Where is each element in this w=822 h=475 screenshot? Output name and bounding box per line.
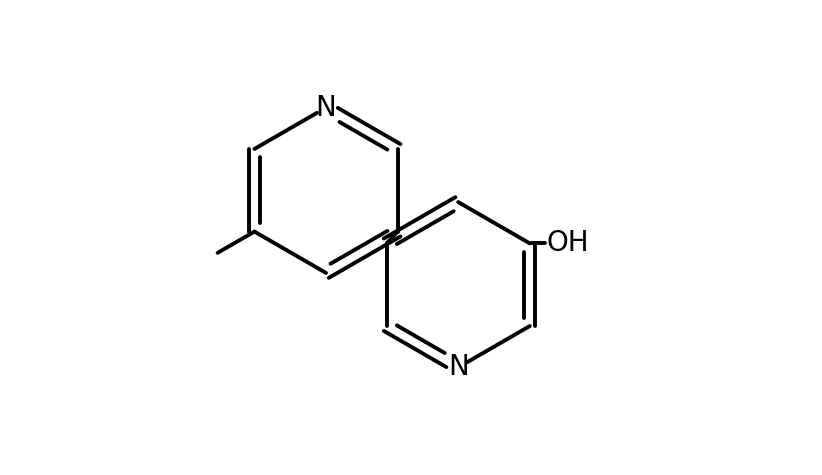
Text: OH: OH — [547, 229, 589, 257]
Text: N: N — [448, 353, 469, 381]
Text: N: N — [316, 94, 336, 122]
